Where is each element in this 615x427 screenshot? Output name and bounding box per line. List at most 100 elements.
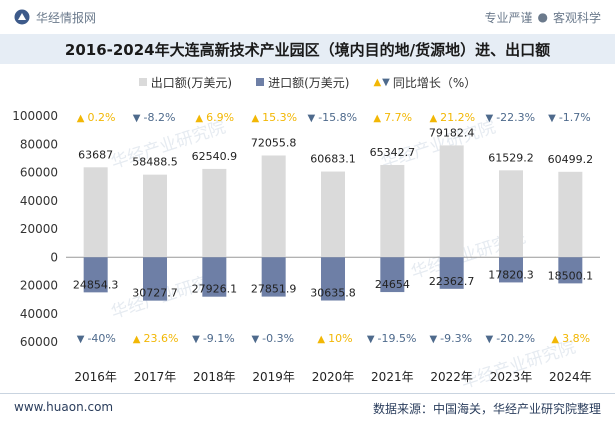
export-growth-triangle-icon: ▲ — [77, 113, 85, 124]
export-value-label: 58488.5 — [132, 156, 178, 169]
tag-objective: 客观科学 — [552, 10, 601, 25]
legend-import-swatch — [256, 78, 265, 86]
import-value-label: 22362.7 — [429, 275, 475, 288]
export-bar — [439, 145, 464, 258]
import-bar — [202, 257, 227, 297]
x-tick-label: 2021年 — [371, 370, 414, 384]
x-tick-label: 2024年 — [549, 370, 592, 384]
header-tags: 专业严谨 ● 客观科学 — [484, 9, 601, 26]
import-growth-triangle-icon: ▼ — [192, 334, 200, 345]
export-growth-label: -8.2% — [144, 111, 176, 124]
import-value-label: 27851.9 — [251, 283, 297, 296]
legend-import-label: 进口额(万美元) — [268, 75, 350, 90]
export-bar — [261, 155, 286, 258]
y-tick-label: 40000 — [20, 307, 58, 321]
import-bar — [380, 257, 405, 293]
import-growth-triangle-icon: ▼ — [367, 334, 375, 345]
export-growth-label: 7.7% — [384, 111, 412, 124]
export-bar — [143, 174, 167, 258]
export-growth-triangle-icon: ▼ — [485, 113, 493, 124]
x-tick-label: 2016年 — [74, 370, 117, 384]
legend-growth: ▲ ▼ 同比增长（%） — [373, 74, 476, 91]
legend-export-label: 出口额(万美元) — [150, 75, 233, 90]
import-value-label: 27926.1 — [192, 283, 238, 296]
export-bar — [83, 167, 108, 258]
y-tick-label: 40000 — [20, 194, 58, 208]
import-growth-label: 23.6% — [144, 332, 179, 345]
import-growth-triangle-icon: ▼ — [485, 334, 493, 345]
brand: 华经情报网 — [14, 9, 96, 26]
export-value-label: 63687 — [78, 148, 113, 161]
export-growth-label: 6.9% — [206, 111, 234, 124]
export-growth-triangle-icon: ▲ — [251, 113, 259, 124]
brand-logo-icon — [14, 9, 30, 25]
footer-divider — [0, 393, 615, 394]
export-growth-label: -22.3% — [496, 111, 535, 124]
x-tick-label: 2022年 — [430, 370, 473, 384]
import-bar — [439, 257, 464, 289]
legend-down-triangle-icon: ▼ — [382, 76, 390, 88]
bar-layer — [83, 145, 583, 301]
import-bar — [321, 257, 345, 301]
legend-export: 出口额(万美元) — [138, 74, 233, 91]
export-bar — [321, 171, 345, 258]
export-value-label: 61529.2 — [488, 151, 534, 164]
export-growth-label: 21.2% — [440, 111, 475, 124]
import-value-label: 30727.7 — [132, 287, 178, 300]
import-growth-triangle-icon: ▼ — [429, 334, 437, 345]
y-tick-label: 100000 — [12, 109, 58, 123]
y-tick-label: 60000 — [20, 335, 58, 349]
import-growth-label: -20.2% — [496, 332, 535, 345]
export-value-label: 79182.4 — [429, 126, 475, 139]
y-tick-label: 20000 — [20, 222, 58, 236]
watermark-text: 华经产业研究院 — [459, 337, 578, 393]
title-band: 2016-2024年大连高新技术产业园区（境内目的地/货源地）进、出口额 — [0, 34, 615, 64]
export-growth-label: 0.2% — [87, 111, 115, 124]
import-growth-label: -40% — [87, 332, 115, 345]
import-value-label: 18500.1 — [548, 269, 594, 282]
export-value-label: 60499.2 — [548, 153, 594, 166]
export-bar — [558, 171, 583, 258]
x-tick-label: 2018年 — [193, 370, 236, 384]
legend-up-triangle-icon: ▲ — [373, 76, 382, 88]
import-growth-label: -9.3% — [440, 332, 472, 345]
export-growth-label: -15.8% — [318, 111, 357, 124]
top-bar: 华经情报网 专业严谨 ● 客观科学 — [0, 0, 615, 34]
export-growth-triangle-icon: ▼ — [133, 113, 141, 124]
tag-professional: 专业严谨 — [484, 10, 533, 25]
brand-name: 华经情报网 — [36, 10, 97, 25]
import-value-label: 30635.8 — [310, 287, 356, 300]
export-growth-triangle-icon: ▼ — [307, 113, 315, 124]
x-tick-label: 2019年 — [252, 370, 295, 384]
y-tick-label: 20000 — [20, 279, 58, 293]
export-value-label: 62540.9 — [192, 150, 238, 163]
y-tick-label: 0 — [50, 250, 58, 264]
import-growth-label: -9.1% — [203, 332, 235, 345]
export-bar — [380, 164, 405, 258]
export-growth-triangle-icon: ▲ — [373, 113, 381, 124]
export-growth-triangle-icon: ▼ — [548, 113, 556, 124]
x-tick-label: 2023年 — [490, 370, 533, 384]
export-bar — [499, 170, 523, 258]
legend: 出口额(万美元) 进口额(万美元) ▲ ▼ 同比增长（%） — [0, 72, 615, 92]
export-growth-label: -1.7% — [559, 111, 591, 124]
footer-website: www.huaon.com — [14, 400, 114, 414]
import-growth-label: -0.3% — [262, 332, 294, 345]
import-value-label: 24854.3 — [73, 278, 119, 291]
export-value-label: 60683.1 — [310, 153, 356, 166]
y-tick-label: 60000 — [20, 166, 58, 180]
label-layer: 100000 80000 60000 40000 20000 0 20000 40000 600… — [12, 109, 593, 384]
export-growth-label: 15.3% — [262, 111, 297, 124]
import-growth-label: 3.8% — [562, 332, 590, 345]
import-growth-label: -19.5% — [378, 332, 417, 345]
legend-import: 进口额(万美元) — [256, 74, 349, 91]
import-bar — [83, 257, 108, 293]
x-tick-label: 2020年 — [312, 370, 355, 384]
legend-export-swatch — [138, 78, 147, 86]
chart-title: 2016-2024年大连高新技术产业园区（境内目的地/货源地）进、出口额 — [64, 40, 551, 59]
export-growth-triangle-icon: ▲ — [195, 113, 203, 124]
import-bar — [143, 257, 167, 301]
import-growth-label: 10% — [328, 332, 352, 345]
